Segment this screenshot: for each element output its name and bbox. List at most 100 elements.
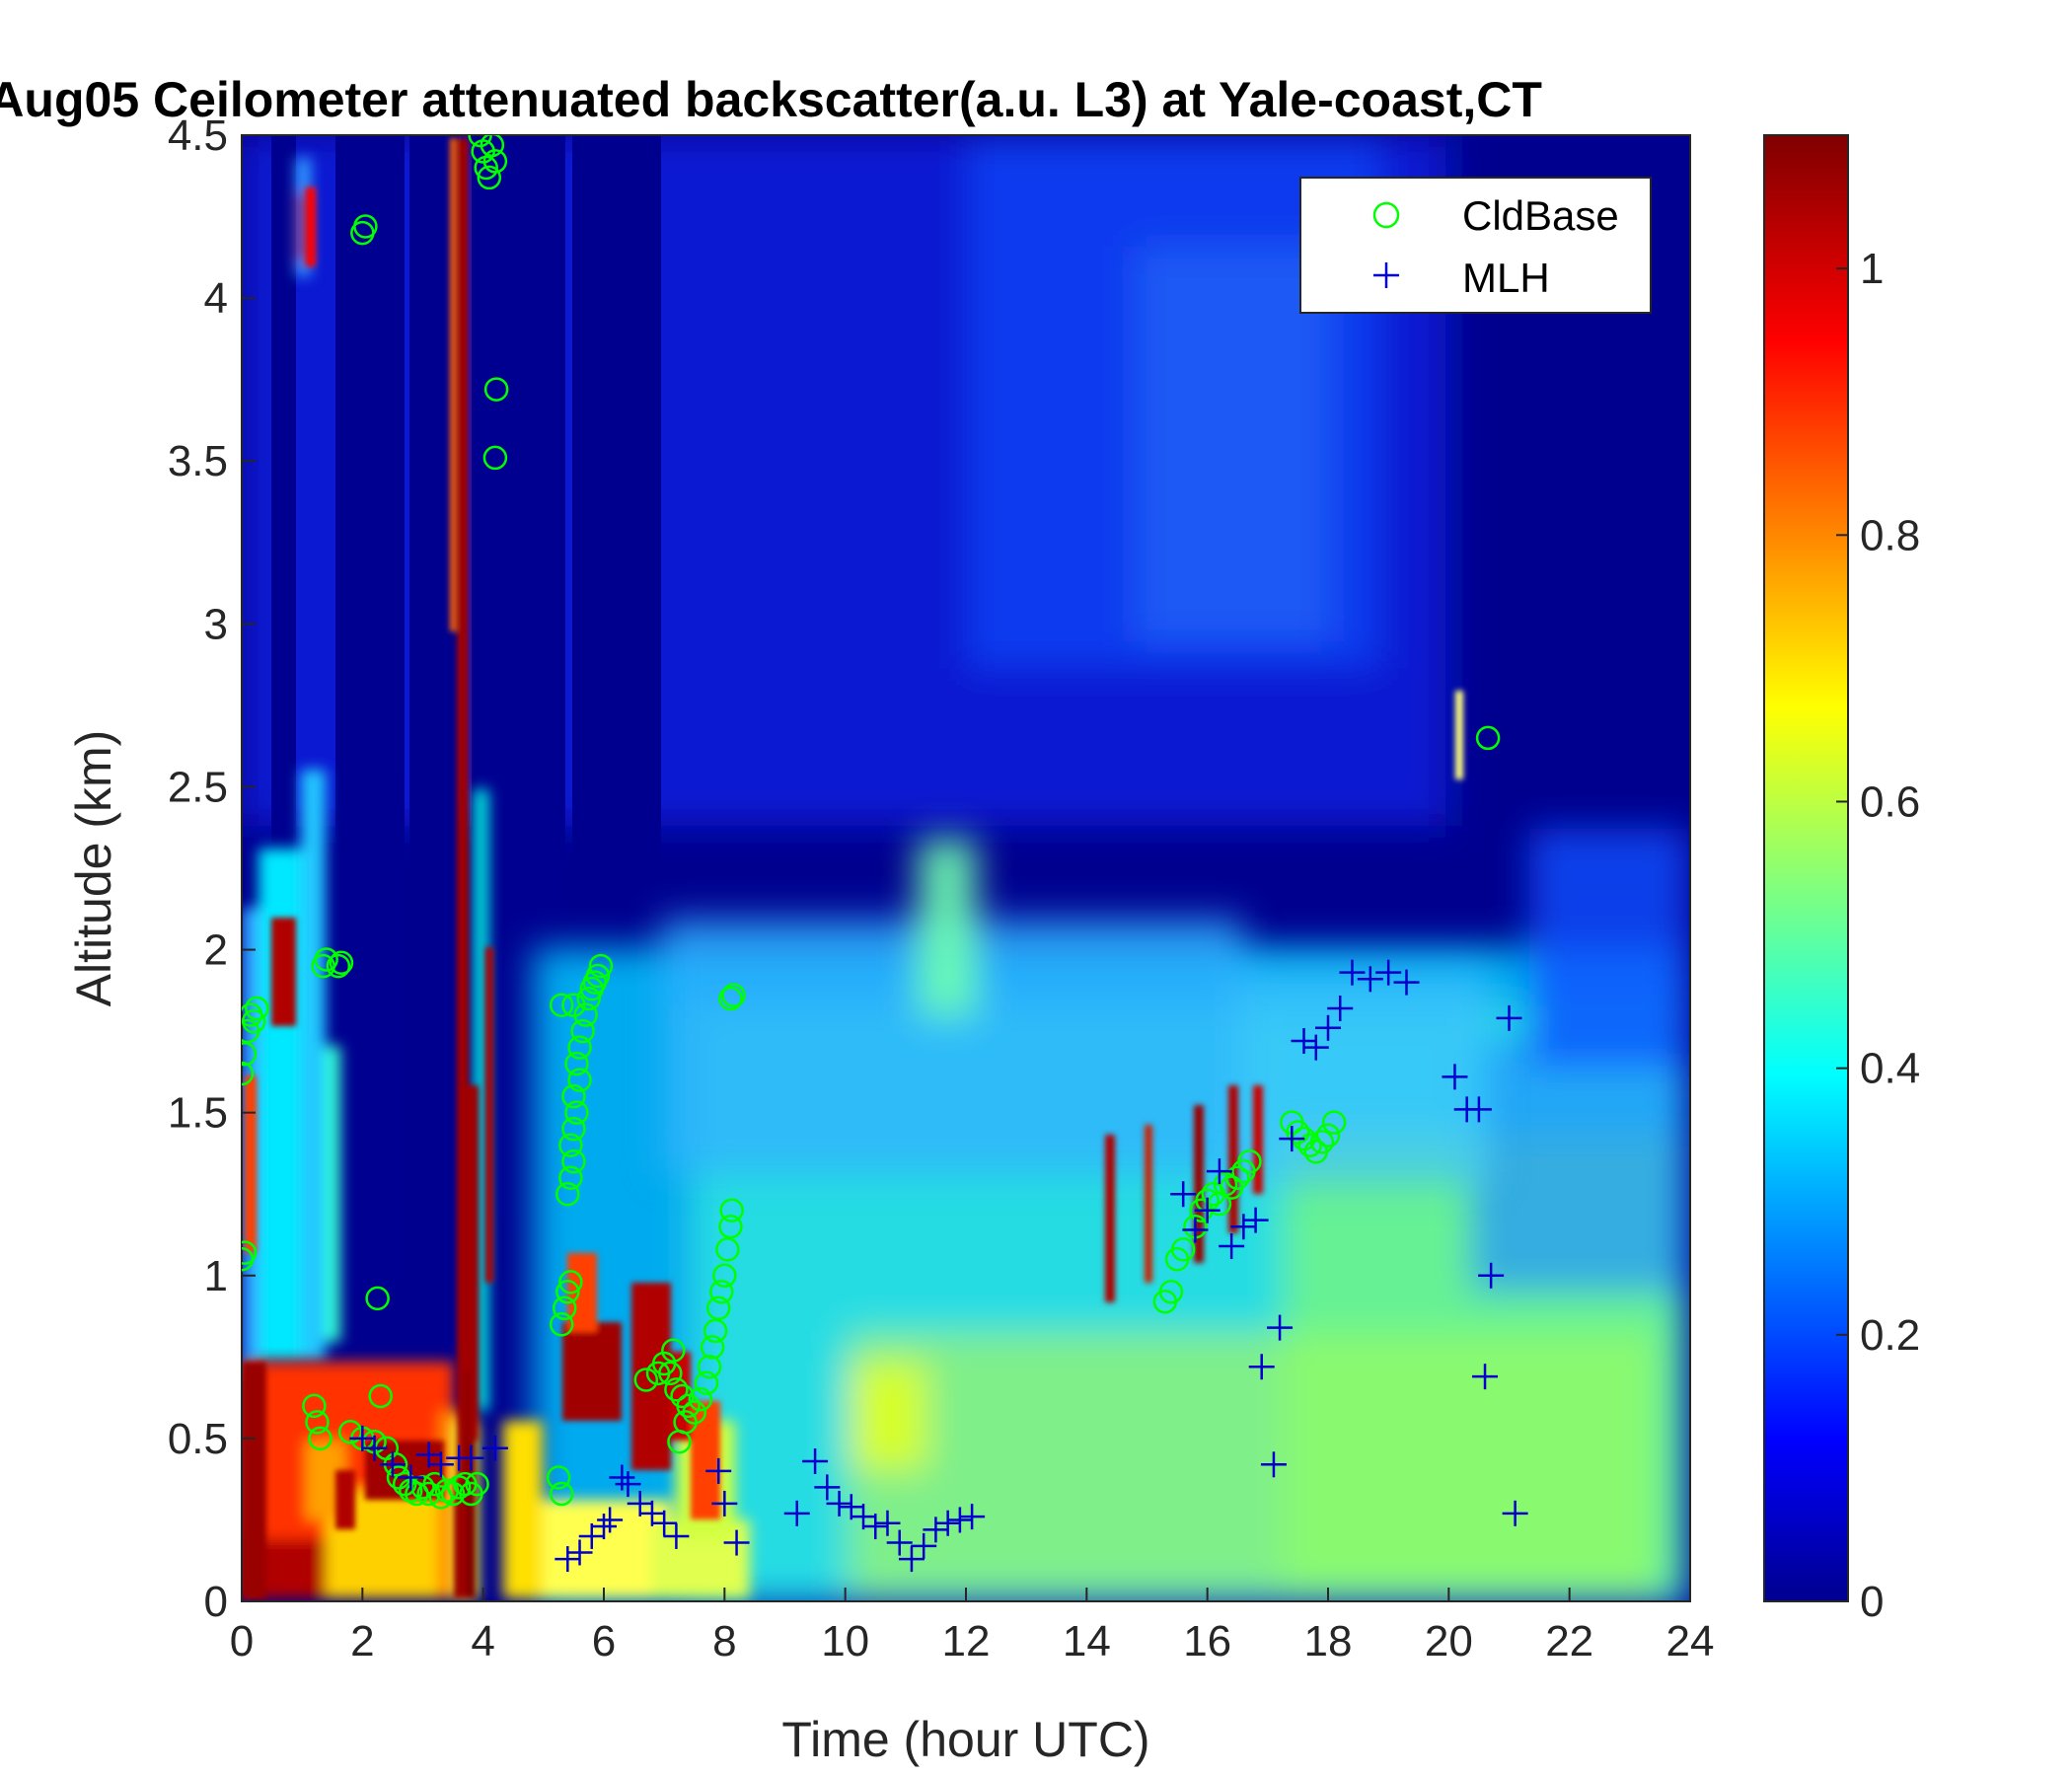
cldbase-point [552,1295,577,1321]
chart-title: 2023Aug05 Ceilometer attenuated backscat… [0,72,1542,127]
colorbar-gradient [1763,134,1849,1602]
legend-cldbase-label: CldBase [1462,192,1619,239]
cldbase-point [664,1377,689,1402]
cldbase-point [1315,1123,1341,1148]
cldbase-point [561,993,586,1017]
cldbase-point [661,1338,686,1363]
y-tick-label: 0.5 [168,1415,228,1463]
cldbase-point [561,1148,586,1174]
cldbase-point [718,1214,743,1239]
mlh-point [802,1448,829,1475]
colorbar-tick-label: 0.2 [1860,1311,1920,1360]
cldbase-point [712,1263,737,1289]
x-tick-label: 2 [350,1617,374,1665]
mlh-point [1248,1354,1275,1380]
cldbase-point [700,1335,725,1360]
mlh-point [1242,1207,1269,1233]
cldbase-point [570,1018,595,1044]
cldbase-point [405,1481,429,1507]
cldbase-point [1475,725,1501,751]
y-tick-label: 3.5 [168,437,228,485]
mlh-point [663,1522,690,1549]
cldbase-point [633,1368,659,1392]
mlh-point [1219,1233,1245,1260]
cldbase-point [718,986,743,1011]
legend: CldBase MLH [1299,177,1652,314]
cldbase-point [564,1051,589,1076]
cldbase-point [483,377,509,402]
cldbase-point [1321,1110,1347,1135]
cldbase-point [564,1100,589,1125]
mlh-point [379,1451,406,1478]
cldbase-point [705,1295,731,1321]
cldbase-point [1170,1237,1196,1262]
cldbase-point [1286,1120,1310,1145]
cldbase-point [242,1041,258,1067]
mlh-point [609,1464,635,1491]
colorbar-tick-label: 0 [1860,1578,1884,1626]
y-tick-label: 4 [204,274,228,323]
mlh-point [783,1500,810,1526]
mlh-point [398,1464,424,1491]
cldbase-point [555,1280,580,1304]
mlh-point [711,1490,738,1517]
cldbase-point [703,1318,728,1344]
mlh-point [1472,1364,1499,1390]
mlh-point [946,1507,973,1533]
cldbase-point [576,986,601,1011]
x-tick-label: 18 [1304,1617,1353,1665]
mlh-point [427,1451,454,1478]
x-tick-label: 8 [712,1617,736,1665]
mlh-point [1357,966,1383,993]
y-tick-label: 4.5 [168,111,228,160]
cldbase-point [477,165,502,190]
mlh-point [911,1532,937,1559]
cldbase-point [302,1393,327,1419]
mlh-point [458,1444,484,1471]
cldbase-point [694,1370,719,1396]
cldbase-point [326,953,351,979]
x-tick-label: 4 [471,1617,494,1665]
cldbase-point [480,135,505,158]
mlh-point [1206,1158,1232,1185]
mlh-series [349,959,1528,1573]
cldbase-point [242,1061,255,1086]
mlh-point [826,1490,852,1517]
y-tick-label: 0 [204,1578,228,1626]
y-axis-ticks: 0 0.5 1 1.5 2 2.5 3 3.5 4 4.5 [168,111,256,1626]
cldbase-point [549,1312,574,1337]
cldbase-point [546,1465,571,1490]
mlh-point [481,1435,508,1461]
mlh-point [1194,1197,1221,1223]
dark-columns [271,135,661,1566]
mlh-point [591,1514,617,1540]
cldbase-point [1158,1280,1184,1304]
cldbase-point [719,1198,744,1222]
cldbase-point [558,1270,583,1295]
cldbase-point [422,1471,447,1497]
mlh-point [651,1510,678,1536]
mlh-point [1230,1214,1257,1240]
cldbase-point [567,1068,592,1092]
cldbase-point [697,1354,722,1379]
cldbase-point [561,1083,586,1109]
cldbase-point [482,149,508,174]
cldbase-point [482,445,508,471]
mlh-point [1442,1064,1468,1090]
x-tick-label: 0 [230,1617,254,1665]
cldbase-point [709,1280,734,1304]
cldbase-point [428,1485,454,1510]
cldbase-point [721,983,746,1008]
x-tick-label: 6 [592,1617,616,1665]
y-tick-label: 1.5 [168,1089,228,1138]
mlh-point [1267,1314,1294,1341]
mlh-point [1478,1262,1505,1289]
mlh-point [1315,1014,1341,1041]
mlh-point [1465,1096,1492,1123]
cldbase-point [353,214,378,239]
mlh-point [814,1474,841,1501]
cldbase-point [658,1361,683,1386]
mlh-point [886,1529,913,1556]
cldbase-point [588,953,614,979]
